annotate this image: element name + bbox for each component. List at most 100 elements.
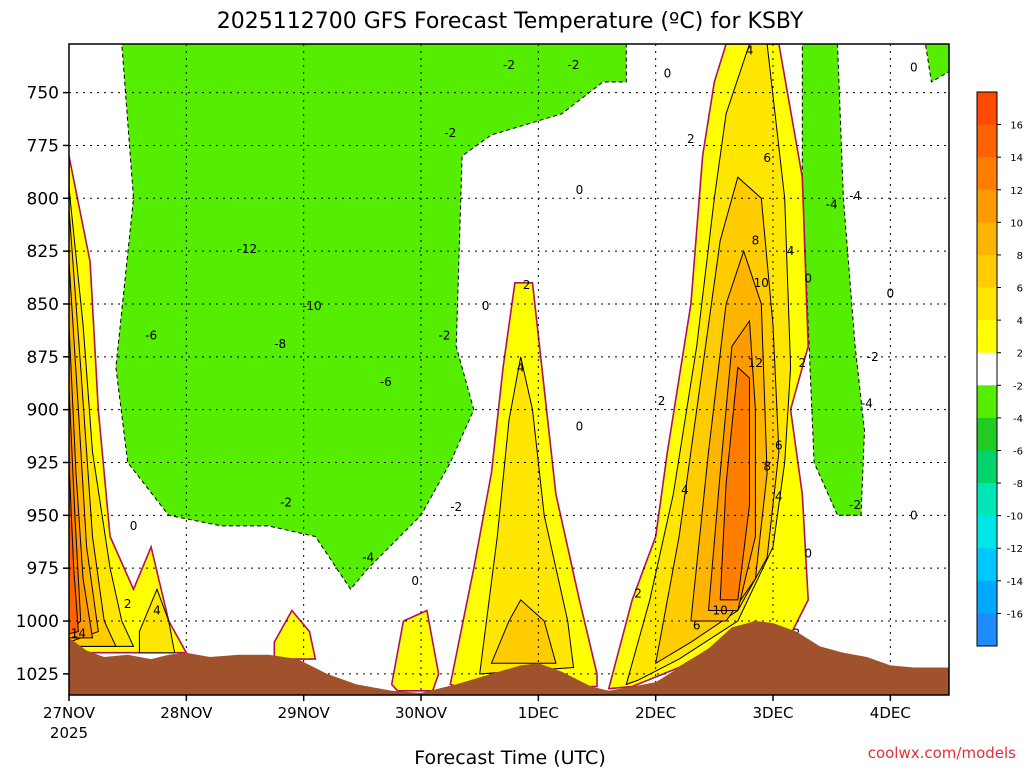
- contour-label: -4: [849, 189, 861, 203]
- contour-label: 14: [71, 627, 86, 641]
- x-axis-label: Forecast Time (UTC): [414, 747, 605, 768]
- contour-label: 6: [775, 439, 783, 453]
- contour-label: -12: [238, 242, 258, 256]
- contour-label: 0: [804, 546, 812, 560]
- contour-label: 0: [482, 299, 490, 313]
- y-tick-label: 1025: [16, 665, 59, 685]
- x-tick-label: 1DEC: [518, 704, 559, 722]
- colorbar-frame: [976, 91, 998, 647]
- temperature-region-26: [719, 366, 750, 601]
- contour-label: 2: [523, 278, 531, 292]
- contour-label: 4: [681, 483, 689, 497]
- contour-label: -8: [274, 337, 286, 351]
- contour-label: 6: [763, 151, 771, 165]
- contour-label: 10: [713, 603, 728, 617]
- contour-label: 4: [153, 603, 161, 617]
- colorbar-swatch: [977, 613, 997, 647]
- contour-label: -2: [438, 329, 450, 343]
- colorbar-label: 10: [1010, 218, 1023, 229]
- contour-label: -2: [568, 58, 580, 72]
- contour-label: 0: [130, 519, 138, 533]
- y-tick-label: 800: [27, 189, 59, 209]
- colorbar-swatch: [977, 450, 997, 484]
- watermark: coolwx.com/models: [868, 744, 1016, 762]
- contour-label: 4: [517, 360, 525, 374]
- contour-label: 0: [804, 272, 812, 286]
- contour-label: 0: [411, 574, 419, 588]
- y-tick-label: 925: [27, 454, 59, 474]
- contour-label: -4: [826, 198, 838, 212]
- contour-label: -2: [849, 498, 861, 512]
- contour-label: 0: [576, 420, 584, 434]
- contour-label: -10: [302, 299, 322, 313]
- contour-label: 0: [887, 286, 895, 300]
- terrain: [69, 621, 949, 695]
- contour-label: 2: [124, 597, 132, 611]
- x-tick-label: 30NOV: [395, 704, 448, 722]
- colorbar-swatch: [977, 157, 997, 191]
- colorbar-swatch: [977, 417, 997, 451]
- contour-label: -2: [503, 58, 515, 72]
- y-axis: 750 775 800 825 850 875 900 925 950 975 1000 1025: [16, 84, 69, 685]
- x-axis: 27NOV 28NOV 29NOV 30NOV 1DEC 2DEC 3DEC 4DEC: [43, 695, 911, 722]
- contour-label: 4: [775, 489, 783, 503]
- colorbar-label: 8: [1017, 251, 1023, 262]
- contour-label: 2: [687, 132, 695, 146]
- y-tick-label: 850: [27, 295, 59, 315]
- temperature-region-5: [115, 44, 627, 591]
- colorbar-label: -6: [1013, 446, 1023, 457]
- contour-label: 0: [576, 183, 584, 197]
- colorbar-label: 16: [1010, 121, 1023, 132]
- colorbar-label: -2: [1013, 381, 1023, 392]
- contour-label: 2: [658, 394, 666, 408]
- colorbar-swatch: [977, 254, 997, 289]
- x-tick-label: 29NOV: [278, 704, 331, 722]
- y-tick-label: 750: [27, 84, 59, 104]
- y-tick-label: 950: [27, 506, 59, 526]
- temperature-region-19: [490, 599, 557, 664]
- colorbar-label: -12: [1007, 544, 1023, 555]
- colorbar-label: -10: [1007, 512, 1023, 523]
- colorbar-swatch: [977, 189, 997, 223]
- colorbar-label: 14: [1010, 153, 1023, 164]
- colorbar-swatch: [977, 580, 997, 614]
- contour-label: 4: [787, 244, 795, 258]
- temperature-region-7: [924, 44, 949, 83]
- temperature-fields: [69, 44, 949, 692]
- colorbar-swatch: [977, 483, 997, 517]
- y-tick-label: 875: [27, 348, 59, 368]
- contour-label: 12: [748, 356, 763, 370]
- contour-label: -2: [444, 126, 456, 140]
- contour-label: 8: [752, 234, 760, 248]
- temperature-region-11: [390, 609, 440, 692]
- colorbar-label: 6: [1017, 284, 1023, 295]
- contour-label: -6: [145, 329, 157, 343]
- contour-label: 2: [634, 587, 642, 601]
- x-tick-label: 2DEC: [635, 704, 676, 722]
- y-tick-label: 900: [27, 401, 59, 421]
- colorbar-swatch: [977, 92, 997, 126]
- colorbar-label: 2: [1017, 349, 1023, 360]
- y-tick-label: 975: [27, 559, 59, 579]
- colorbar-label: -14: [1007, 577, 1023, 588]
- contour-label: -2: [450, 500, 462, 514]
- contour-label: 0: [664, 67, 672, 81]
- contour-label: 0: [910, 60, 918, 74]
- contour-label: 0: [910, 508, 918, 522]
- contour-label: -2: [867, 350, 879, 364]
- temperature-region-27: [69, 462, 79, 635]
- y-tick-label: 825: [27, 242, 59, 262]
- contour-label: 6: [693, 618, 701, 632]
- colorbar-label: 12: [1010, 186, 1023, 197]
- contour-label: -6: [380, 375, 392, 389]
- colorbar-label: 4: [1017, 316, 1023, 327]
- x-tick-label: 4DEC: [870, 704, 911, 722]
- contour-label: -4: [362, 551, 374, 565]
- colorbar-swatch: [977, 548, 997, 582]
- colorbar-label: -8: [1013, 479, 1023, 490]
- x-tick-label: 28NOV: [160, 704, 213, 722]
- contour-label: -4: [861, 396, 873, 410]
- colorbar-swatch: [977, 320, 997, 354]
- contour-label: 10: [754, 276, 769, 290]
